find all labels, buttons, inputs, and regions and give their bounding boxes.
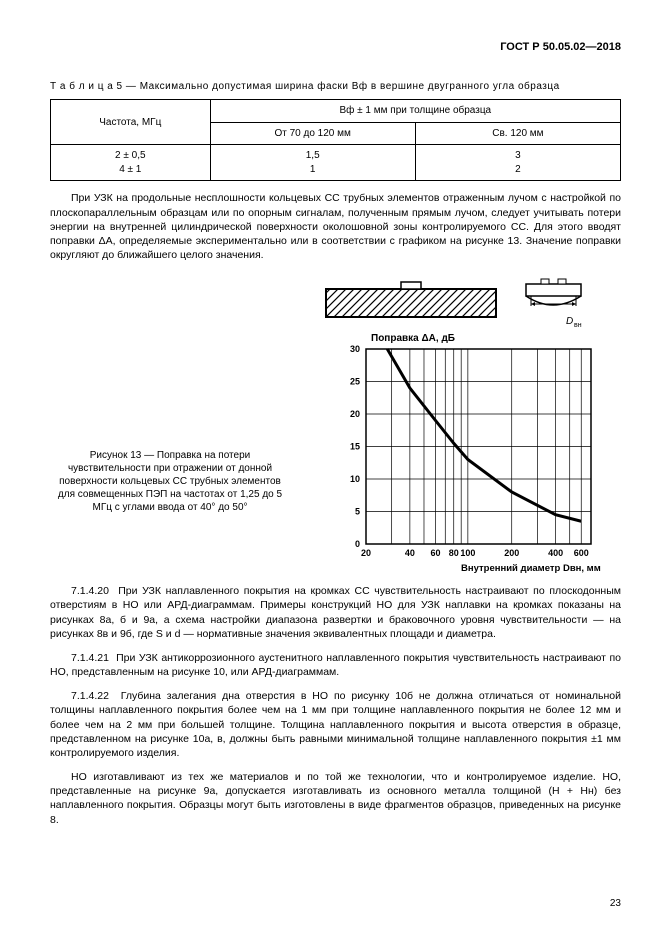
cell-val: 3: [422, 149, 614, 163]
svg-text:10: 10: [349, 474, 359, 484]
col-freq: Частота, МГц: [51, 100, 211, 145]
page: ГОСТ Р 50.05.02—2018 Т а б л и ц а 5 — М…: [0, 0, 661, 935]
table5: Частота, МГц Bф ± 1 мм при толщине образ…: [50, 99, 621, 181]
table-row: 2 ± 0,5 4 ± 1 1,5 1 3 2: [51, 145, 621, 181]
svg-text:200: 200: [504, 548, 519, 558]
para-2: 7.1.4.20 При УЗК наплавленного покрытия …: [50, 584, 621, 641]
cell: 1,5 1: [210, 145, 415, 181]
dvn-sub: вн: [574, 322, 582, 329]
figure13-graphics: D вн Поправка ΔA, дБ 0 5 10 15 20 25 30 20 40 60 8…: [300, 274, 621, 574]
para-1: При УЗК на продольные несплошности кольц…: [50, 191, 621, 262]
svg-text:15: 15: [349, 442, 359, 452]
cell-val: 4 ± 1: [57, 163, 204, 177]
para-text: При УЗК наплавленного покрытия на кромка…: [50, 585, 621, 640]
col-b2: Св. 120 мм: [415, 122, 620, 145]
page-number: 23: [610, 897, 621, 911]
svg-text:30: 30: [349, 344, 359, 354]
cell-val: 2 ± 0,5: [57, 149, 204, 163]
doc-header: ГОСТ Р 50.05.02—2018: [50, 40, 621, 55]
para-3: 7.1.4.21 При УЗК антикоррозионного аусте…: [50, 651, 621, 679]
svg-text:400: 400: [548, 548, 563, 558]
para-text: Глубина залегания дна отверстия в НО по …: [50, 690, 621, 759]
svg-text:20: 20: [349, 409, 359, 419]
svg-text:100: 100: [460, 548, 475, 558]
table-row: Частота, МГц Bф ± 1 мм при толщине образ…: [51, 100, 621, 123]
svg-text:20: 20: [360, 548, 370, 558]
dvn-label: D: [566, 316, 573, 327]
cell: 2 ± 0,5 4 ± 1: [51, 145, 211, 181]
table5-caption-text: Максимально допустимая ширина фаски Bф в…: [140, 81, 560, 92]
svg-text:600: 600: [573, 548, 588, 558]
para-5: НО изготавливают из тех же материалов и …: [50, 770, 621, 827]
para-text: При УЗК антикоррозионного аустенитного н…: [50, 652, 621, 678]
col-b-header: Bф ± 1 мм при толщине образца: [210, 100, 620, 123]
svg-text:5: 5: [354, 507, 359, 517]
figure13-chart: Поправка ΔA, дБ 0 5 10 15 20 25 30 20 40 60 80100 2…: [316, 329, 606, 574]
svg-text:40: 40: [404, 548, 414, 558]
cell-val: 1,5: [217, 149, 409, 163]
clause-num: 7.1.4.20: [71, 585, 109, 597]
svg-text:80: 80: [448, 548, 458, 558]
para-4: 7.1.4.22 Глубина залегания дна отверстия…: [50, 689, 621, 760]
chart-xlabel: Внутренний диаметр Dвн, мм: [461, 563, 601, 574]
svg-text:0: 0: [354, 539, 359, 549]
svg-text:60: 60: [430, 548, 440, 558]
figure13-caption: Рисунок 13 — Поправка на потери чувствит…: [50, 449, 290, 514]
table5-caption: Т а б л и ц а 5 — Максимально допустимая…: [50, 80, 621, 94]
chart-ylabel: Поправка ΔA, дБ: [371, 333, 455, 344]
cell-val: 2: [422, 163, 614, 177]
cross-section-icon: D вн: [321, 274, 601, 329]
figure13-block: Рисунок 13 — Поправка на потери чувствит…: [50, 274, 621, 574]
cell-val: 1: [217, 163, 409, 177]
clause-num: 7.1.4.21: [71, 652, 109, 664]
clause-num: 7.1.4.22: [71, 690, 109, 702]
table5-caption-prefix: Т а б л и ц а 5 —: [50, 81, 140, 92]
cell: 3 2: [415, 145, 620, 181]
col-b1: От 70 до 120 мм: [210, 122, 415, 145]
svg-text:25: 25: [349, 377, 359, 387]
